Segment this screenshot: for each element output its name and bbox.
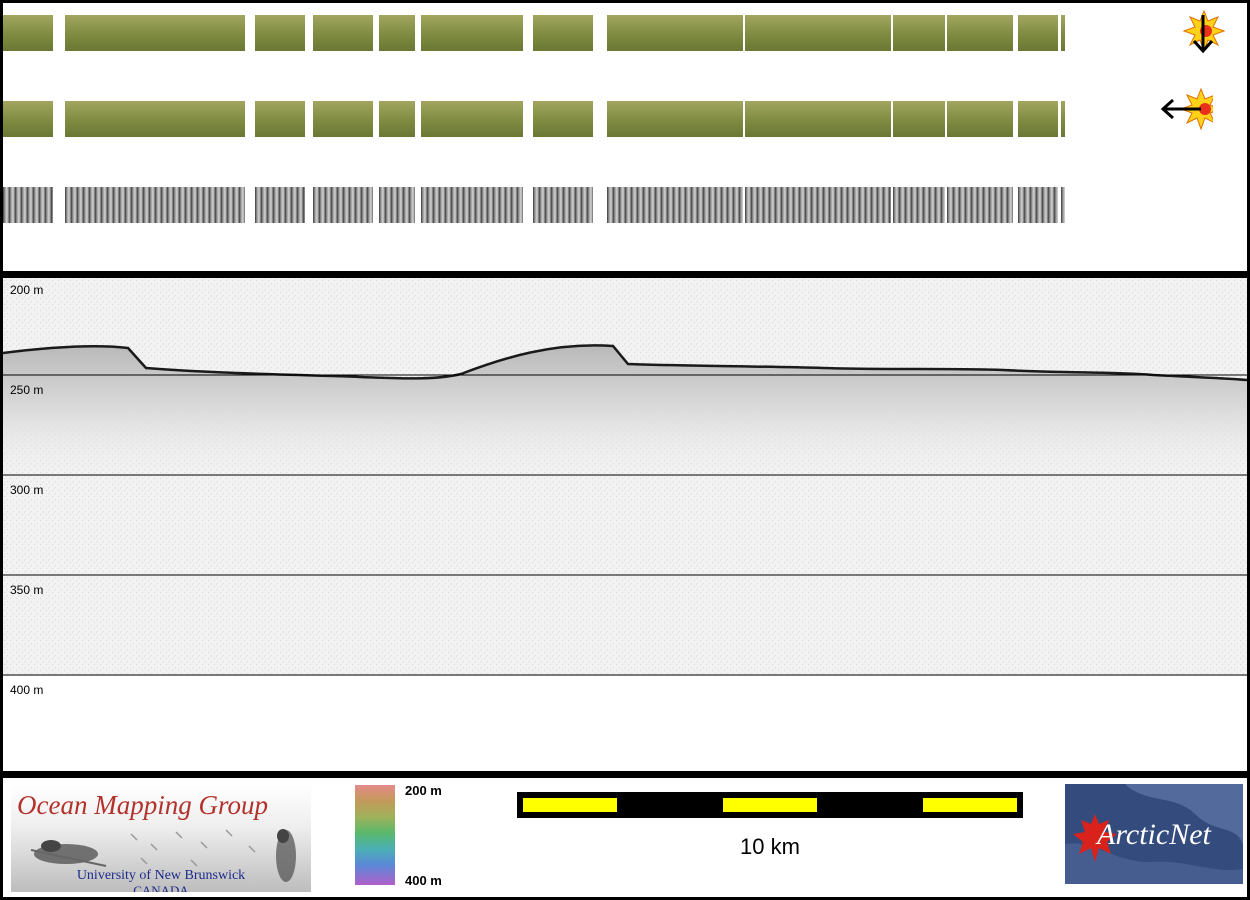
- depth-label-200: 200 m: [10, 283, 44, 297]
- swath-segment: [421, 187, 523, 223]
- sub-bottom-sediment: [3, 345, 1247, 478]
- swath-segment: [3, 187, 53, 223]
- swath-segment: [745, 187, 891, 223]
- swath-segment: [1061, 15, 1065, 51]
- swath-segment: [607, 101, 743, 137]
- swath-segment: [947, 187, 1013, 223]
- swath-segment: [313, 187, 373, 223]
- scale-bar: [517, 792, 1023, 818]
- sun-north-icon: [1168, 9, 1228, 59]
- swath-segment: [745, 15, 891, 51]
- seafloor-reflector: [3, 344, 1247, 382]
- swath-segment: [947, 15, 1013, 51]
- swath-segment: [255, 101, 305, 137]
- swath-segment: [313, 101, 373, 137]
- swath-segment: [893, 15, 945, 51]
- sun-illuminated-swath-north: [3, 15, 1065, 51]
- scale-segment: [523, 798, 617, 812]
- footer-panel: Ocean Mapping Group University of New Br…: [3, 778, 1247, 897]
- swath-segment: [379, 15, 415, 51]
- swath-segment: [3, 101, 53, 137]
- swath-segment: [421, 15, 523, 51]
- colorbar-top-label: 200 m: [405, 783, 442, 798]
- scale-segment: [723, 798, 817, 812]
- swath-segment: [421, 101, 523, 137]
- swath-segment: [255, 15, 305, 51]
- swath-segment: [1061, 187, 1065, 223]
- depth-label-400: 400 m: [10, 683, 44, 697]
- swath-segment: [533, 101, 593, 137]
- arcticnet-wordmark: ArcticNet: [1097, 818, 1211, 851]
- swath-segment: [1018, 15, 1058, 51]
- depth-label-250: 250 m: [10, 383, 44, 397]
- swath-segment: [745, 101, 891, 137]
- swath-segment: [893, 101, 945, 137]
- omg-university: University of New Brunswick: [76, 868, 246, 883]
- swath-segment: [65, 15, 245, 51]
- colorbar-bottom-label: 400 m: [405, 873, 442, 888]
- depth-label-350: 350 m: [10, 583, 44, 597]
- sun-illuminated-swath-west: [3, 101, 1065, 137]
- swath-segment: [3, 15, 53, 51]
- swath-segment: [379, 187, 415, 223]
- swath-segment: [65, 187, 245, 223]
- swath-segment: [607, 187, 743, 223]
- depth-colorbar: [355, 785, 395, 885]
- swath-panel: [3, 3, 1247, 271]
- scale-segment: [923, 798, 1017, 812]
- swath-segment: [1018, 101, 1058, 137]
- swath-segment: [65, 101, 245, 137]
- swath-segment: [1061, 101, 1065, 137]
- omg-country: CANADA: [133, 883, 189, 892]
- echogram: [3, 278, 1247, 771]
- ocean-mapping-group-logo: Ocean Mapping Group University of New Br…: [11, 784, 311, 892]
- omg-logo-graphic: [30, 829, 296, 882]
- swath-segment: [893, 187, 945, 223]
- backscatter-swath: [3, 187, 1065, 223]
- swath-segment: [947, 101, 1013, 137]
- swath-segment: [607, 15, 743, 51]
- depth-label-300: 300 m: [10, 483, 44, 497]
- swath-segment: [255, 187, 305, 223]
- arcticnet-logo-graphic: [1065, 784, 1243, 884]
- sun-west-icon: [1153, 83, 1223, 133]
- swath-segment: [379, 101, 415, 137]
- subbottom-profile-panel: 200 m 250 m 300 m 350 m 400 m: [3, 278, 1247, 771]
- swath-segment: [533, 15, 593, 51]
- omg-title: Ocean Mapping Group: [17, 790, 268, 820]
- swath-segment: [533, 187, 593, 223]
- arcticnet-logo: ArcticNet: [1065, 784, 1243, 884]
- swath-segment: [313, 15, 373, 51]
- scale-bar-label: 10 km: [740, 834, 800, 859]
- no-data-area: [3, 676, 1247, 771]
- swath-segment: [1018, 187, 1058, 223]
